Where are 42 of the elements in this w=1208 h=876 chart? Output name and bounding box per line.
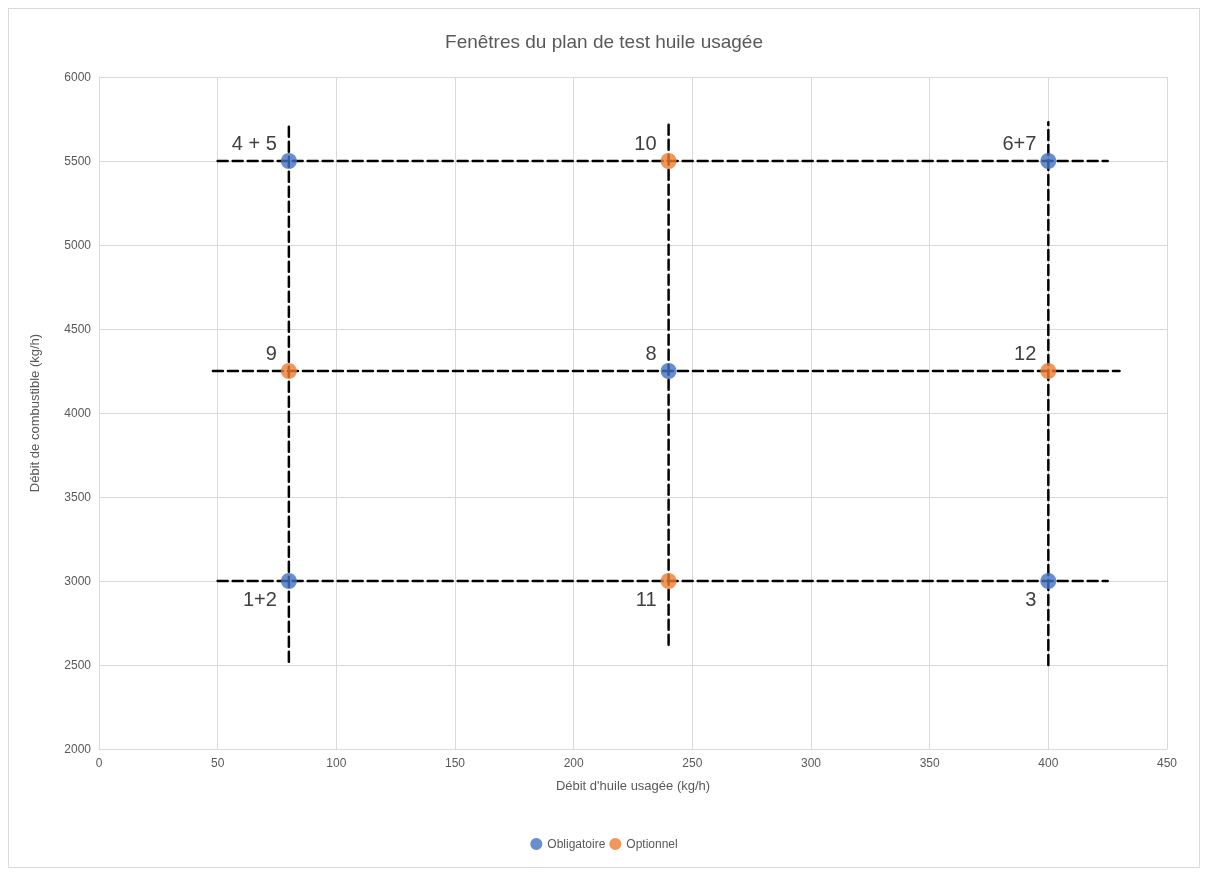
y-tick-label: 5500 — [64, 154, 92, 168]
y-tick-label: 2500 — [64, 658, 92, 672]
point — [280, 153, 297, 169]
y-tick-label: 4000 — [64, 406, 92, 420]
y-tick-label: 2000 — [64, 742, 92, 756]
x-axis-title: Débit d'huile usagée (kg/h) — [555, 778, 711, 793]
annotation: 9 — [265, 342, 277, 364]
y-tick-label: 3500 — [64, 490, 92, 504]
y-tick-label: 6000 — [64, 70, 92, 84]
annotation: 12 — [1014, 342, 1037, 364]
y-tick-label: 3000 — [64, 574, 92, 588]
x-tick-label: 400 — [1038, 756, 1059, 770]
x-tick-label: 0 — [95, 756, 103, 770]
y-axis-title: Débit de combustible (kg/h) — [27, 333, 42, 493]
point — [660, 363, 677, 379]
annotation: 10 — [634, 132, 657, 154]
y-tick-label: 4500 — [64, 322, 92, 336]
point — [1040, 363, 1057, 379]
point — [660, 153, 677, 169]
x-tick-label: 50 — [210, 756, 225, 770]
legend-label: Obligatoire — [547, 837, 606, 851]
x-tick-label: 450 — [1156, 756, 1178, 770]
annotation: 11 — [635, 588, 657, 610]
x-tick-label: 150 — [444, 756, 466, 770]
chart-title: Fenêtres du plan de test huile usagée — [445, 31, 763, 52]
y-tick-label: 5000 — [64, 238, 92, 252]
x-tick-label: 300 — [800, 756, 822, 770]
annotation: 6+7 — [1002, 132, 1037, 154]
point — [1040, 573, 1057, 589]
point — [280, 573, 297, 589]
annotation: 3 — [1025, 588, 1037, 610]
legend-label: Optionnel — [626, 837, 678, 851]
annotation: 8 — [645, 342, 657, 364]
point — [1040, 153, 1057, 169]
x-tick-label: 350 — [919, 756, 940, 770]
x-tick-label: 200 — [563, 756, 584, 770]
point — [280, 363, 297, 379]
x-tick-label: 100 — [326, 756, 347, 770]
x-tick-label: 250 — [682, 756, 703, 770]
annotation: 4 + 5 — [231, 132, 277, 154]
point — [660, 573, 677, 589]
annotation: 1+2 — [242, 588, 277, 610]
